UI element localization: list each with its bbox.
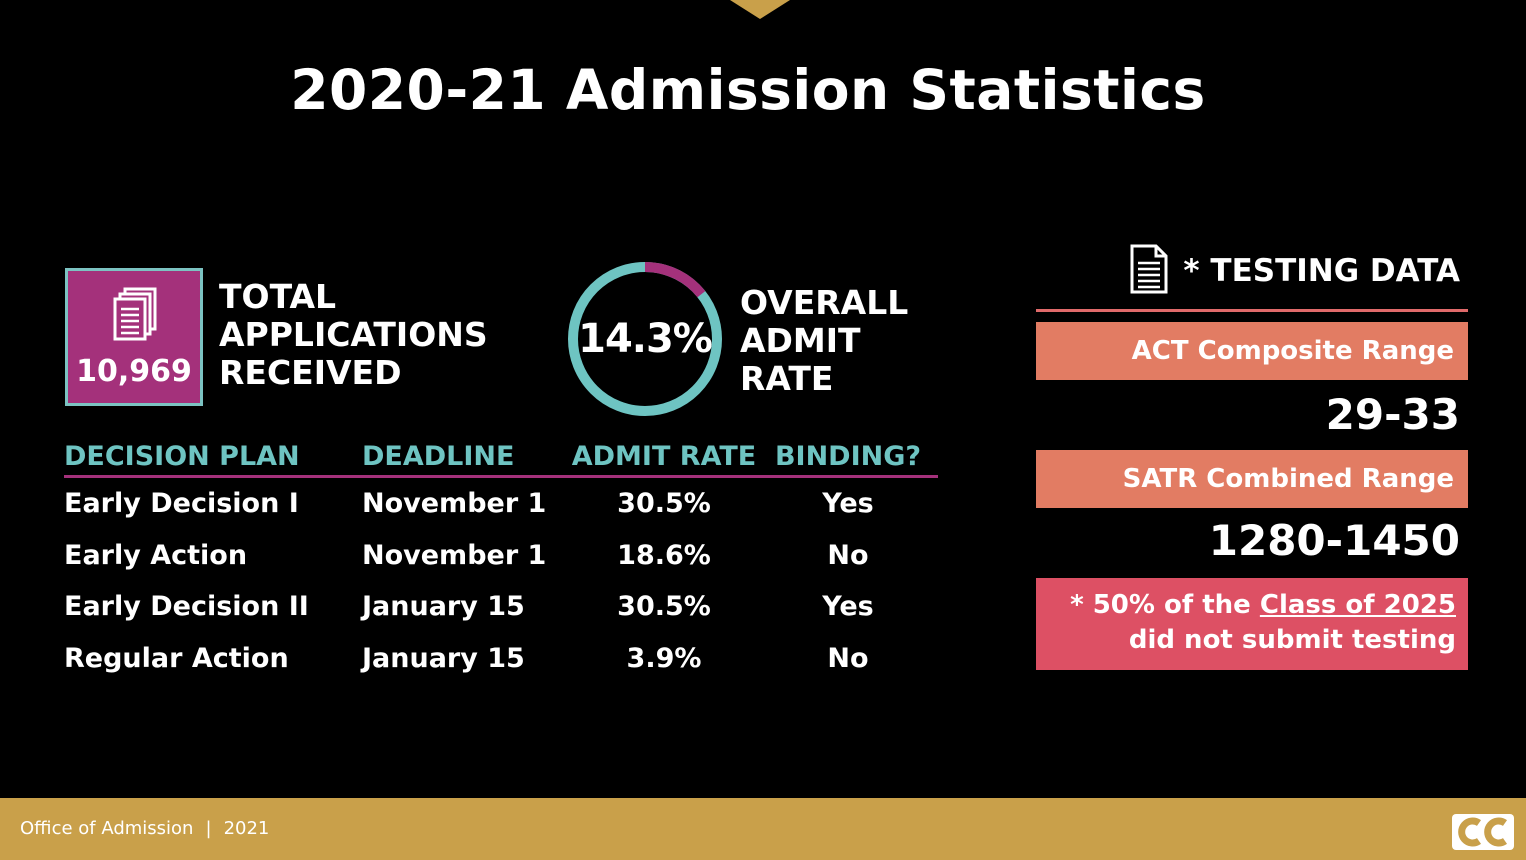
header-deadline: DEADLINE — [362, 440, 515, 472]
testing-note-line: * 50% of the Class of 2025 — [1036, 588, 1456, 623]
admit-rate-label-line: RATE — [740, 359, 834, 398]
cell-binding: No — [827, 539, 869, 571]
footer-year: 2021 — [223, 818, 270, 839]
admit-rate-label-line: ADMIT — [740, 321, 861, 360]
cell-deadline: January 15 — [362, 642, 525, 674]
cell-plan: Early Decision II — [64, 591, 309, 623]
testing-note-line: did not submit testing — [1128, 625, 1456, 655]
applications-label: TOTAL APPLICATIONS RECEIVED — [219, 278, 488, 392]
cell-admit-rate: 3.9% — [626, 642, 702, 674]
top-notch — [730, 0, 790, 19]
cell-plan: Early Decision I — [64, 488, 299, 520]
applications-count: 10,969 — [76, 354, 192, 389]
document-icon — [1129, 243, 1169, 299]
applications-label-line: APPLICATIONS — [219, 315, 488, 354]
cc-logo-icon — [1452, 814, 1514, 854]
testing-note: * 50% of the Class of 2025 did not submi… — [1036, 578, 1468, 670]
table-row: Early Action November 1 18.6% No — [64, 530, 938, 582]
sat-range-label: SATR Combined Range — [1036, 450, 1468, 508]
sat-range-value: 1280-1450 — [1208, 516, 1460, 565]
admit-rate-label-line: OVERALL — [740, 283, 909, 322]
documents-icon — [113, 287, 159, 345]
applications-label-line: TOTAL — [219, 277, 337, 316]
table-divider — [64, 475, 938, 478]
cell-admit-rate: 30.5% — [617, 591, 711, 623]
admit-rate-label: OVERALL ADMIT RATE — [740, 284, 908, 398]
class-of-2025-link[interactable]: Class of 2025 — [1259, 590, 1456, 620]
cell-deadline: November 1 — [362, 539, 547, 571]
slide-title: 2020-21 Admission Statistics — [290, 58, 1206, 122]
ring-arc — [568, 262, 722, 416]
table-row: Early Decision II January 15 30.5% Yes — [64, 581, 938, 633]
table-row: Regular Action January 15 3.9% No — [64, 633, 938, 685]
cell-admit-rate: 30.5% — [617, 488, 711, 520]
table-row: Early Decision I November 1 30.5% Yes — [64, 478, 938, 530]
footer-text: Office of Admission | 2021 — [20, 818, 269, 839]
note-prefix: * 50% of the — [1070, 590, 1260, 620]
decision-table: DECISION PLAN DEADLINE ADMIT RATE BINDIN… — [64, 438, 938, 684]
testing-divider — [1036, 309, 1468, 312]
act-range-label: ACT Composite Range — [1036, 322, 1468, 380]
admit-rate-ring — [568, 262, 722, 416]
cell-plan: Early Action — [64, 539, 248, 571]
cell-deadline: November 1 — [362, 488, 547, 520]
cell-plan: Regular Action — [64, 642, 289, 674]
applications-card: 10,969 — [65, 268, 203, 406]
cell-binding: No — [827, 642, 869, 674]
footer-bar: Office of Admission | 2021 — [0, 798, 1526, 860]
act-range-value: 29-33 — [1325, 390, 1460, 439]
header-admit-rate: ADMIT RATE — [571, 440, 757, 472]
table-header: DECISION PLAN DEADLINE ADMIT RATE BINDIN… — [64, 438, 938, 474]
testing-title: * TESTING DATA — [1183, 253, 1460, 289]
cell-admit-rate: 18.6% — [617, 539, 711, 571]
cell-binding: Yes — [822, 591, 874, 623]
admit-rate-value: 14.3% — [578, 316, 713, 362]
testing-header: * TESTING DATA — [1036, 244, 1460, 298]
header-binding: BINDING? — [774, 440, 922, 472]
cell-binding: Yes — [822, 488, 874, 520]
header-decision-plan: DECISION PLAN — [64, 440, 300, 472]
footer-office: Office of Admission — [20, 818, 194, 839]
footer-separator: | — [205, 818, 212, 839]
cell-deadline: January 15 — [362, 591, 525, 623]
applications-label-line: RECEIVED — [219, 353, 402, 392]
